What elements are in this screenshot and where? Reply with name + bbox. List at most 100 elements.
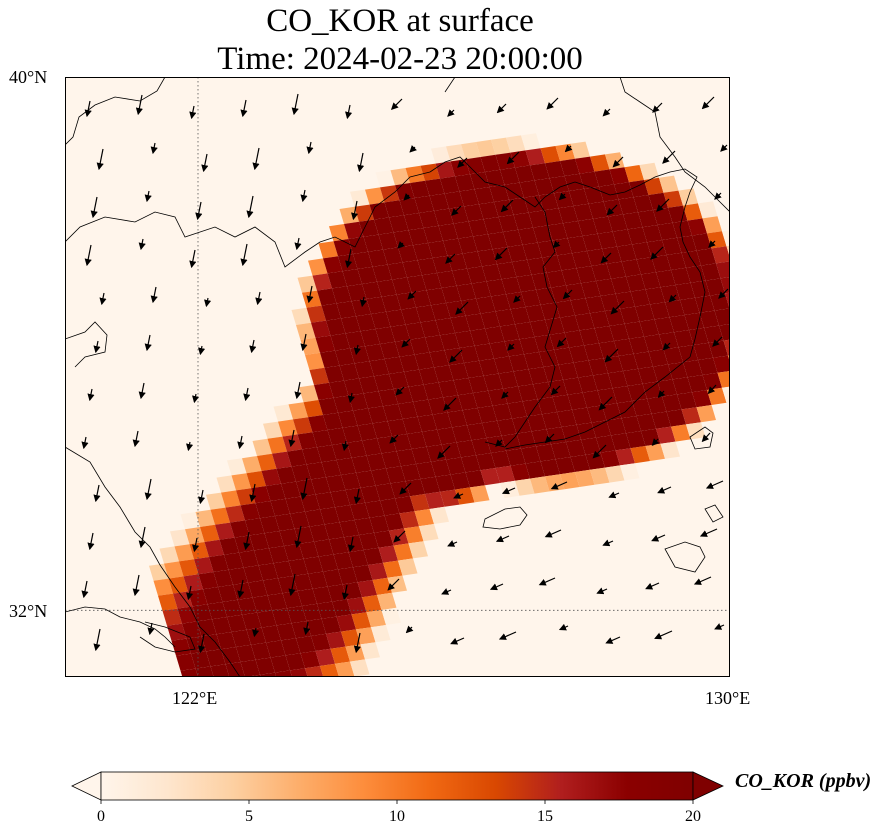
concentration-cell (357, 423, 377, 441)
concentration-cell (347, 284, 367, 302)
concentration-cell (311, 477, 331, 495)
concentration-cell (168, 576, 188, 594)
concentration-cell (458, 236, 478, 254)
concentration-cell (524, 352, 544, 370)
concentration-cell (563, 221, 583, 239)
concentration-cell (180, 512, 200, 530)
wind-arrow (243, 387, 251, 402)
concentration-cell (500, 324, 520, 342)
wind-arrow (714, 192, 722, 200)
wind-arrow (602, 108, 611, 117)
concentration-cell (662, 394, 682, 412)
concentration-cell (441, 285, 461, 303)
wind-arrow (437, 445, 451, 459)
concentration-cell (470, 172, 490, 190)
concentration-cell (410, 180, 430, 198)
wind-arrow (300, 477, 308, 501)
wind-arrow (602, 539, 614, 547)
wind-arrow (550, 385, 561, 396)
concentration-cell (689, 327, 709, 345)
concentration-cell (518, 384, 538, 402)
concentration-cell (290, 668, 308, 677)
wind-arrow (198, 489, 206, 505)
concentration-cell (558, 206, 578, 224)
concentration-cell (503, 386, 523, 404)
concentration-cell (576, 266, 596, 284)
concentration-cell (555, 457, 575, 475)
concentration-cell (180, 668, 199, 677)
wind-arrow (657, 390, 666, 398)
wind-arrow (546, 97, 559, 110)
concentration-cell (216, 632, 236, 650)
wind-arrow (592, 444, 607, 459)
concentration-cell (671, 424, 691, 442)
concentration-cell (626, 431, 646, 449)
concentration-cell (642, 225, 662, 243)
concentration-cell (410, 494, 430, 512)
concentration-cell (422, 273, 442, 291)
wind-arrow (347, 392, 355, 404)
concentration-cell (629, 336, 649, 354)
concentration-cell (651, 411, 671, 429)
concentration-cell (434, 208, 454, 226)
concentration-cell (570, 454, 590, 472)
lat-tick-32: 32°N (9, 601, 48, 621)
concentration-cell (530, 319, 550, 337)
concentration-cell (671, 267, 691, 285)
concentration-cell (698, 201, 718, 219)
wind-arrow (138, 238, 146, 251)
concentration-cell (713, 355, 730, 373)
wind-arrow (389, 434, 399, 444)
concentration-cell (656, 426, 676, 444)
concentration-cell (518, 227, 538, 245)
concentration-cell (267, 436, 287, 454)
concentration-cell (314, 382, 334, 400)
concentration-cell (197, 619, 217, 637)
concentration-cell (347, 440, 367, 458)
concentration-cell (200, 524, 220, 542)
concentration-cell (348, 550, 368, 568)
concentration-cell (359, 532, 379, 550)
chart-title-line-2: Time: 2024-02-23 20:00:00 (217, 41, 583, 77)
concentration-cell (717, 370, 730, 388)
concentration-cell (191, 651, 211, 669)
concentration-cell (633, 195, 653, 213)
concentration-cell (360, 329, 380, 347)
concentration-cell (404, 213, 424, 231)
wind-arrow (445, 253, 456, 264)
concentration-cell (405, 165, 425, 183)
wind-arrow (294, 525, 302, 549)
concentration-cell (647, 396, 667, 414)
concentration-cell (545, 161, 565, 179)
concentration-cell (398, 401, 418, 419)
concentration-cell (417, 414, 437, 432)
concentration-cell (399, 354, 419, 372)
concentration-cell (606, 418, 626, 436)
concentration-cell (711, 246, 730, 264)
concentration-cell (485, 169, 505, 187)
concentration-cell (525, 148, 545, 166)
wind-arrow (405, 625, 414, 634)
wind-arrow (138, 382, 146, 400)
concentration-cell (626, 274, 646, 292)
concentration-cell (687, 375, 707, 393)
wind-arrow (449, 349, 463, 363)
concentration-cell (575, 469, 595, 487)
concentration-cell (549, 176, 569, 194)
concentration-cell (425, 491, 445, 509)
concentration-cell (338, 410, 358, 428)
concentration-cell (305, 509, 325, 527)
concentration-cell (638, 210, 658, 228)
wind-arrow (447, 109, 455, 117)
concentration-cell (369, 515, 389, 533)
concentration-cell (461, 455, 481, 473)
concentration-cell (281, 481, 301, 499)
wind-arrow (204, 297, 212, 308)
concentration-cell (593, 216, 613, 234)
concentration-cell (321, 460, 341, 478)
concentration-cell (303, 400, 323, 418)
concentration-cell (386, 466, 406, 484)
wind-arrow (252, 147, 260, 171)
concentration-cell (560, 472, 580, 490)
concentration-cell (212, 617, 232, 635)
